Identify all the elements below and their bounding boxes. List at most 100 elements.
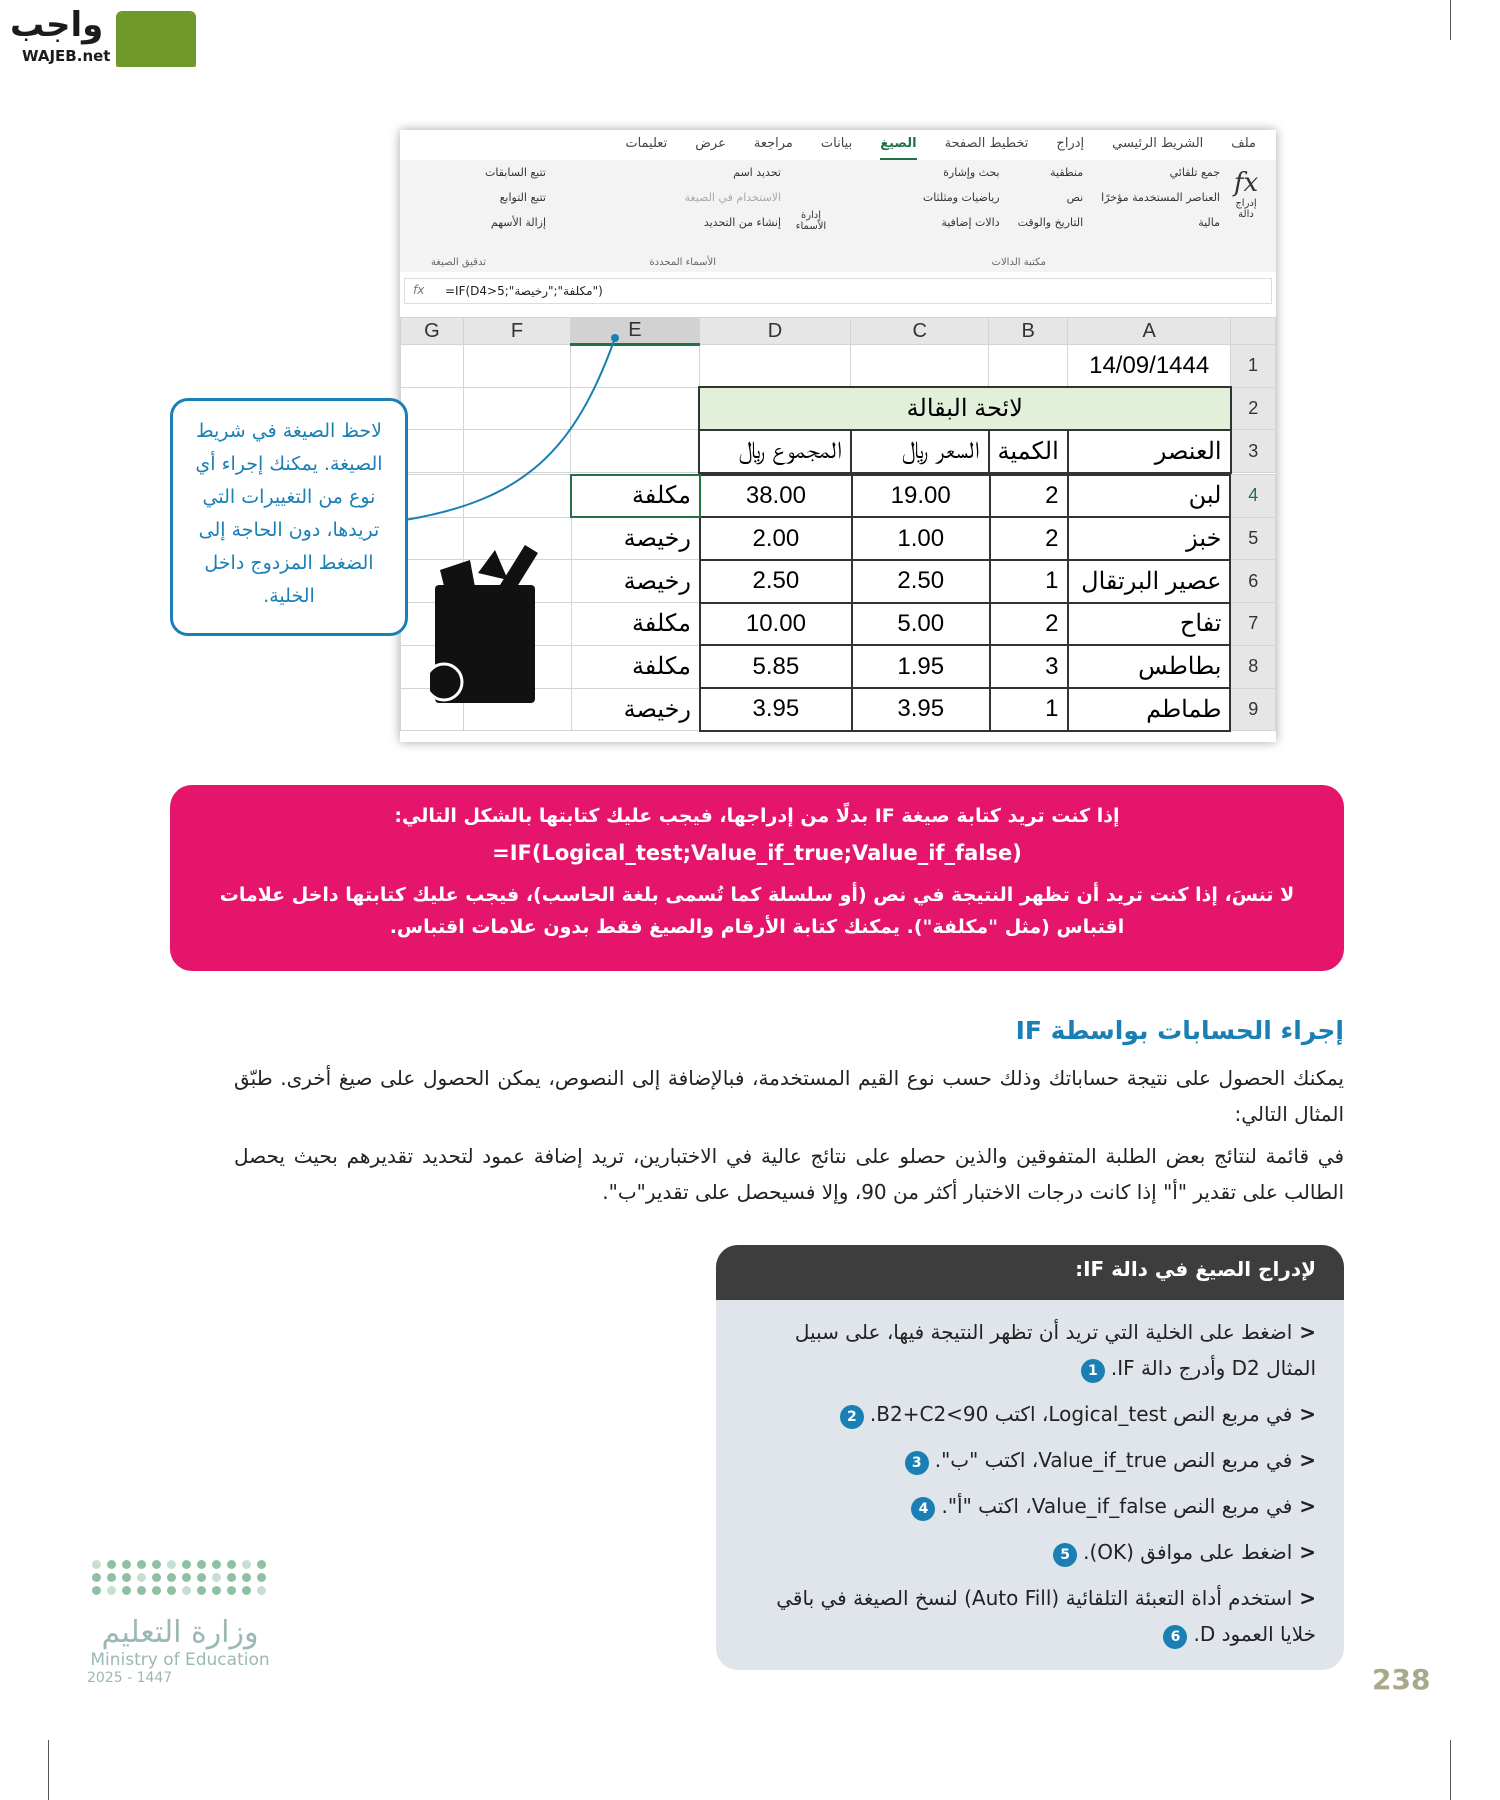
item-cell[interactable]: بطاطس	[1066, 644, 1232, 689]
autosum-button[interactable]: جمع تلقائي	[1169, 166, 1220, 179]
price-cell[interactable]: 3.95	[850, 687, 991, 732]
select-all-corner[interactable]	[1230, 317, 1276, 345]
item-cell[interactable]: طماطم	[1066, 687, 1232, 732]
note-line: لا تنسَ، إذا كنت تريد أن تظهر النتيجة في…	[219, 884, 1295, 938]
item-cell[interactable]: تفاح	[1066, 601, 1232, 647]
logical-button[interactable]: منطقية	[1050, 166, 1084, 179]
row-header[interactable]: 2	[1230, 386, 1276, 431]
qty-cell[interactable]: 1	[988, 687, 1069, 732]
result-cell[interactable]: مكلفة	[570, 473, 701, 519]
name-manager-button[interactable]: إدارة الأسماء	[795, 210, 827, 232]
column-header[interactable]: G	[400, 317, 464, 345]
page-number: 238	[1372, 1663, 1431, 1696]
math-button[interactable]: رياضيات ومثلثات	[922, 191, 1000, 204]
financial-button[interactable]: مالية	[1198, 216, 1220, 229]
total-cell[interactable]: 2.00	[699, 516, 853, 561]
dot	[137, 1560, 146, 1569]
dot	[152, 1573, 161, 1582]
tab-insert[interactable]: إدراج	[1056, 136, 1085, 151]
result-cell[interactable]: رخيصة	[570, 559, 701, 604]
result-cell[interactable]: مكلفة	[570, 602, 701, 646]
row-header[interactable]: 8	[1229, 644, 1276, 689]
price-cell[interactable]: 2.50	[850, 558, 991, 604]
trace-dependents-button[interactable]: تتبع التوابع	[499, 191, 546, 204]
note-line: إذا كنت تريد كتابة صيغة IF بدلًا من إدرا…	[394, 805, 1120, 827]
datetime-button[interactable]: التاريخ والوقت	[1017, 216, 1084, 229]
tab-formulas[interactable]: الصيغ	[880, 136, 917, 160]
total-cell[interactable]: 38.00	[699, 473, 853, 519]
total-cell[interactable]: 3.95	[699, 687, 853, 732]
dot	[107, 1560, 116, 1569]
qty-cell[interactable]: 2	[988, 473, 1069, 519]
price-cell[interactable]: 1.95	[850, 644, 991, 689]
qty-cell[interactable]: 1	[988, 558, 1069, 604]
tab-file[interactable]: ملف	[1231, 136, 1256, 151]
qty-cell[interactable]: 2	[988, 516, 1069, 561]
total-cell[interactable]: 10.00	[699, 601, 853, 647]
tab-home[interactable]: الشريط الرئيسي	[1112, 136, 1204, 151]
tab-view[interactable]: عرض	[695, 136, 726, 151]
price-cell[interactable]: 19.00	[850, 473, 991, 519]
tab-help[interactable]: تعليمات	[625, 136, 668, 151]
qty-cell[interactable]: 2	[988, 601, 1069, 647]
row-header[interactable]: 3	[1230, 429, 1276, 474]
sheet-title-cell[interactable]: لائحة البقالة	[698, 386, 1232, 431]
result-cell[interactable]: مكلفة	[570, 644, 701, 689]
item-cell[interactable]: عصير البرتقال	[1066, 558, 1232, 604]
tab-data[interactable]: بيانات	[820, 136, 853, 151]
formula-auditing-group: تتبع السابقات تتبع التوابع إزالة الأسهم	[485, 166, 546, 229]
column-header[interactable]: E	[570, 317, 700, 346]
step-text: في مربع النص Value_if_true، اكتب "ب".	[934, 1448, 1293, 1472]
row-header[interactable]: 9	[1229, 687, 1276, 732]
row-header[interactable]: 5	[1229, 516, 1276, 561]
item-cell[interactable]: خبز	[1066, 516, 1232, 561]
column-header[interactable]: F	[462, 317, 572, 345]
row-header[interactable]: 4	[1229, 474, 1276, 518]
book-icon	[116, 11, 196, 67]
tab-page-layout[interactable]: تخطيط الصفحة	[944, 136, 1029, 151]
header-price[interactable]: السعر ﷼	[849, 428, 990, 474]
step-badge: 1	[1080, 1359, 1105, 1383]
text-button[interactable]: نص	[1066, 191, 1084, 204]
insert-function-button[interactable]: fx إدراج دالة	[1228, 168, 1264, 220]
dot	[212, 1586, 221, 1595]
row-header[interactable]: 1	[1230, 344, 1276, 388]
tab-review[interactable]: مراجعة	[753, 136, 793, 151]
step-item: اضغط على موافق (OK).5	[746, 1534, 1316, 1570]
step-badge: 5	[1053, 1543, 1078, 1567]
price-cell[interactable]: 5.00	[850, 601, 991, 647]
use-in-formula-button[interactable]: الاستخدام في الصيغة	[684, 191, 782, 204]
row-header[interactable]: 6	[1229, 559, 1276, 604]
trace-precedents-button[interactable]: تتبع السابقات	[485, 166, 546, 179]
qty-cell[interactable]: 3	[988, 644, 1069, 689]
column-header[interactable]: C	[850, 317, 990, 345]
wajeb-logo: واجب WAJEB.net	[10, 5, 196, 67]
more-functions-button[interactable]: دالات إضافية	[941, 216, 1000, 229]
header-total[interactable]: المجموع ﷼	[698, 428, 852, 474]
total-cell[interactable]: 2.50	[699, 558, 853, 604]
section-heading: إجراء الحسابات بواسطة IF	[1015, 1016, 1344, 1045]
column-header[interactable]: D	[698, 317, 852, 345]
formula-bar[interactable]: fx =IF(D4>5;"مكلفة";"رخيصة")	[404, 278, 1272, 304]
item-cell[interactable]: لبن	[1066, 473, 1232, 519]
result-cell[interactable]: رخيصة	[570, 687, 701, 732]
header-item[interactable]: العنصر	[1066, 428, 1232, 474]
remove-arrows-button[interactable]: إزالة الأسهم	[490, 216, 546, 229]
date-cell[interactable]: 14/09/1444	[1067, 344, 1232, 388]
step-item: في مربع النص Logical_test، اكتب B2+C2<90…	[746, 1396, 1316, 1432]
step-item: اضغط على الخلية التي تريد أن تظهر النتيج…	[746, 1314, 1316, 1386]
crop-mark	[48, 1740, 49, 1800]
insert-function-label: إدراج دالة	[1235, 198, 1257, 220]
column-header[interactable]: B	[988, 317, 1069, 345]
total-cell[interactable]: 5.85	[699, 644, 853, 689]
header-qty[interactable]: الكمية	[987, 428, 1069, 474]
price-cell[interactable]: 1.00	[850, 516, 991, 561]
define-name-button[interactable]: تحديد اسم	[733, 166, 781, 179]
lookup-button[interactable]: بحث وإشارة	[943, 166, 1000, 179]
recent-button[interactable]: العناصر المستخدمة مؤخرًا	[1101, 191, 1220, 204]
dot	[167, 1573, 176, 1582]
row-header[interactable]: 7	[1229, 602, 1276, 646]
create-from-selection-button[interactable]: إنشاء من التحديد	[703, 216, 781, 229]
column-header[interactable]: A	[1067, 317, 1232, 345]
crop-mark	[1450, 1740, 1451, 1800]
